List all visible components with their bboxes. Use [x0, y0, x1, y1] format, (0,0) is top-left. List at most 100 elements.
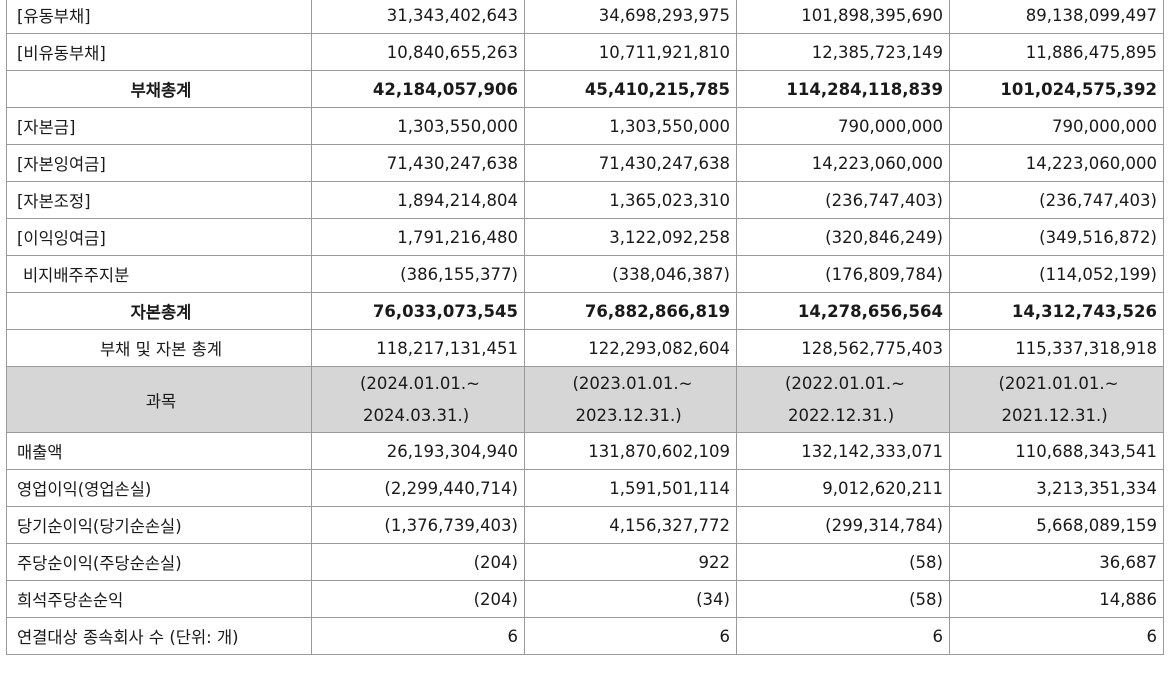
- financial-summary-table: [유동부채] 31,343,402,643 34,698,293,975 101…: [6, 0, 1164, 655]
- cell-value: 6: [736, 617, 950, 655]
- cell-value: (176,809,784): [736, 255, 950, 293]
- cell-value: (299,314,784): [736, 506, 950, 544]
- header-period: (2021.01.01.~ 2021.12.31.): [949, 366, 1164, 433]
- cell-value: 71,430,247,638: [524, 144, 737, 182]
- header-label: 과목: [6, 366, 312, 433]
- cell-value: 790,000,000: [949, 107, 1164, 145]
- header-period: (2024.01.01.~ 2024.03.31.): [311, 366, 525, 433]
- table-row: 비지배주주지분 (386,155,377) (338,046,387) (176…: [6, 255, 1164, 293]
- cell-value: 1,791,216,480: [311, 218, 525, 256]
- row-label: [자본잉여금]: [6, 144, 312, 182]
- cell-value: 14,223,060,000: [949, 144, 1164, 182]
- cell-value: 132,142,333,071: [736, 432, 950, 470]
- cell-value: 122,293,082,604: [524, 329, 737, 367]
- cell-value: 14,312,743,526: [949, 292, 1164, 330]
- cell-value: 101,898,395,690: [736, 0, 950, 34]
- cell-value: 14,278,656,564: [736, 292, 950, 330]
- table-row-total: 부채총계 42,184,057,906 45,410,215,785 114,2…: [6, 70, 1164, 108]
- cell-value: (204): [311, 580, 525, 618]
- row-label: 희석주당손순익: [6, 580, 312, 618]
- cell-value: 6: [524, 617, 737, 655]
- cell-value: 790,000,000: [736, 107, 950, 145]
- cell-value: 1,591,501,114: [524, 469, 737, 507]
- row-label: [자본조정]: [6, 181, 312, 219]
- table-row: 당기순이익(당기순손실) (1,376,739,403) 4,156,327,7…: [6, 506, 1164, 544]
- table-row: 영업이익(영업손실) (2,299,440,714) 1,591,501,114…: [6, 469, 1164, 507]
- cell-value: 12,385,723,149: [736, 33, 950, 71]
- cell-value: 5,668,089,159: [949, 506, 1164, 544]
- period-start: (2021.01.01.~: [998, 373, 1119, 393]
- period-end: 2021.12.31.): [1001, 405, 1108, 425]
- row-label: [자본금]: [6, 107, 312, 145]
- cell-value: (58): [736, 543, 950, 581]
- table-row-total: 자본총계 76,033,073,545 76,882,866,819 14,27…: [6, 292, 1164, 330]
- cell-value: 118,217,131,451: [311, 329, 525, 367]
- cell-value: 128,562,775,403: [736, 329, 950, 367]
- table-row: 희석주당손순익 (204) (34) (58) 14,886: [6, 580, 1164, 618]
- cell-value: 3,213,351,334: [949, 469, 1164, 507]
- row-label: 비지배주주지분: [6, 255, 312, 293]
- table-row: [이익잉여금] 1,791,216,480 3,122,092,258 (320…: [6, 218, 1164, 256]
- cell-value: (386,155,377): [311, 255, 525, 293]
- cell-value: (1,376,739,403): [311, 506, 525, 544]
- cell-value: (204): [311, 543, 525, 581]
- row-label: 주당순이익(주당순손실): [6, 543, 312, 581]
- row-label: 부채 및 자본 총계: [6, 329, 312, 367]
- cell-value: 110,688,343,541: [949, 432, 1164, 470]
- table-row-total: 부채 및 자본 총계 118,217,131,451 122,293,082,6…: [6, 329, 1164, 367]
- cell-value: (236,747,403): [949, 181, 1164, 219]
- period-end: 2023.12.31.): [575, 405, 682, 425]
- row-label: 당기순이익(당기순손실): [6, 506, 312, 544]
- row-label: 부채총계: [6, 70, 312, 108]
- cell-value: (338,046,387): [524, 255, 737, 293]
- cell-value: 6: [311, 617, 525, 655]
- table-row: [비유동부채] 10,840,655,263 10,711,921,810 12…: [6, 33, 1164, 71]
- cell-value: 1,365,023,310: [524, 181, 737, 219]
- row-label: [유동부채]: [6, 0, 312, 34]
- cell-value: 14,223,060,000: [736, 144, 950, 182]
- cell-value: 114,284,118,839: [736, 70, 950, 108]
- period-start: (2022.01.01.~: [785, 373, 905, 393]
- cell-value: (320,846,249): [736, 218, 950, 256]
- cell-value: (2,299,440,714): [311, 469, 525, 507]
- cell-value: (236,747,403): [736, 181, 950, 219]
- table-row: 연결대상 종속회사 수 (단위: 개) 6 6 6 6: [6, 617, 1164, 655]
- cell-value: 9,012,620,211: [736, 469, 950, 507]
- cell-value: 45,410,215,785: [524, 70, 737, 108]
- cell-value: 26,193,304,940: [311, 432, 525, 470]
- row-label: [이익잉여금]: [6, 218, 312, 256]
- cell-value: 4,156,327,772: [524, 506, 737, 544]
- cell-value: 10,711,921,810: [524, 33, 737, 71]
- cell-value: 11,886,475,895: [949, 33, 1164, 71]
- header-period: (2022.01.01.~ 2022.12.31.): [736, 366, 950, 433]
- cell-value: (58): [736, 580, 950, 618]
- cell-value: 3,122,092,258: [524, 218, 737, 256]
- cell-value: 36,687: [949, 543, 1164, 581]
- row-label: 매출액: [6, 432, 312, 470]
- period-start: (2023.01.01.~: [572, 373, 693, 393]
- cell-value: (114,052,199): [949, 255, 1164, 293]
- cell-value: 10,840,655,263: [311, 33, 525, 71]
- cell-value: 71,430,247,638: [311, 144, 525, 182]
- cell-value: 1,303,550,000: [524, 107, 737, 145]
- cell-value: 922: [524, 543, 737, 581]
- cell-value: 1,894,214,804: [311, 181, 525, 219]
- cell-value: (349,516,872): [949, 218, 1164, 256]
- table-row: [자본금] 1,303,550,000 1,303,550,000 790,00…: [6, 107, 1164, 145]
- table-header-row: 과목 (2024.01.01.~ 2024.03.31.) (2023.01.01…: [6, 366, 1164, 433]
- cell-value: 1,303,550,000: [311, 107, 525, 145]
- period-end: 2022.12.31.): [788, 405, 895, 425]
- table-row: [자본잉여금] 71,430,247,638 71,430,247,638 14…: [6, 144, 1164, 182]
- table-row: 주당순이익(주당순손실) (204) 922 (58) 36,687: [6, 543, 1164, 581]
- table-row: [유동부채] 31,343,402,643 34,698,293,975 101…: [6, 0, 1164, 34]
- cell-value: 76,882,866,819: [524, 292, 737, 330]
- table-row: 매출액 26,193,304,940 131,870,602,109 132,1…: [6, 432, 1164, 470]
- cell-value: 42,184,057,906: [311, 70, 525, 108]
- row-label: [비유동부채]: [6, 33, 312, 71]
- cell-value: 89,138,099,497: [949, 0, 1164, 34]
- table-row: [자본조정] 1,894,214,804 1,365,023,310 (236,…: [6, 181, 1164, 219]
- cell-value: 115,337,318,918: [949, 329, 1164, 367]
- row-label: 영업이익(영업손실): [6, 469, 312, 507]
- header-period: (2023.01.01.~ 2023.12.31.): [524, 366, 737, 433]
- cell-value: 6: [949, 617, 1164, 655]
